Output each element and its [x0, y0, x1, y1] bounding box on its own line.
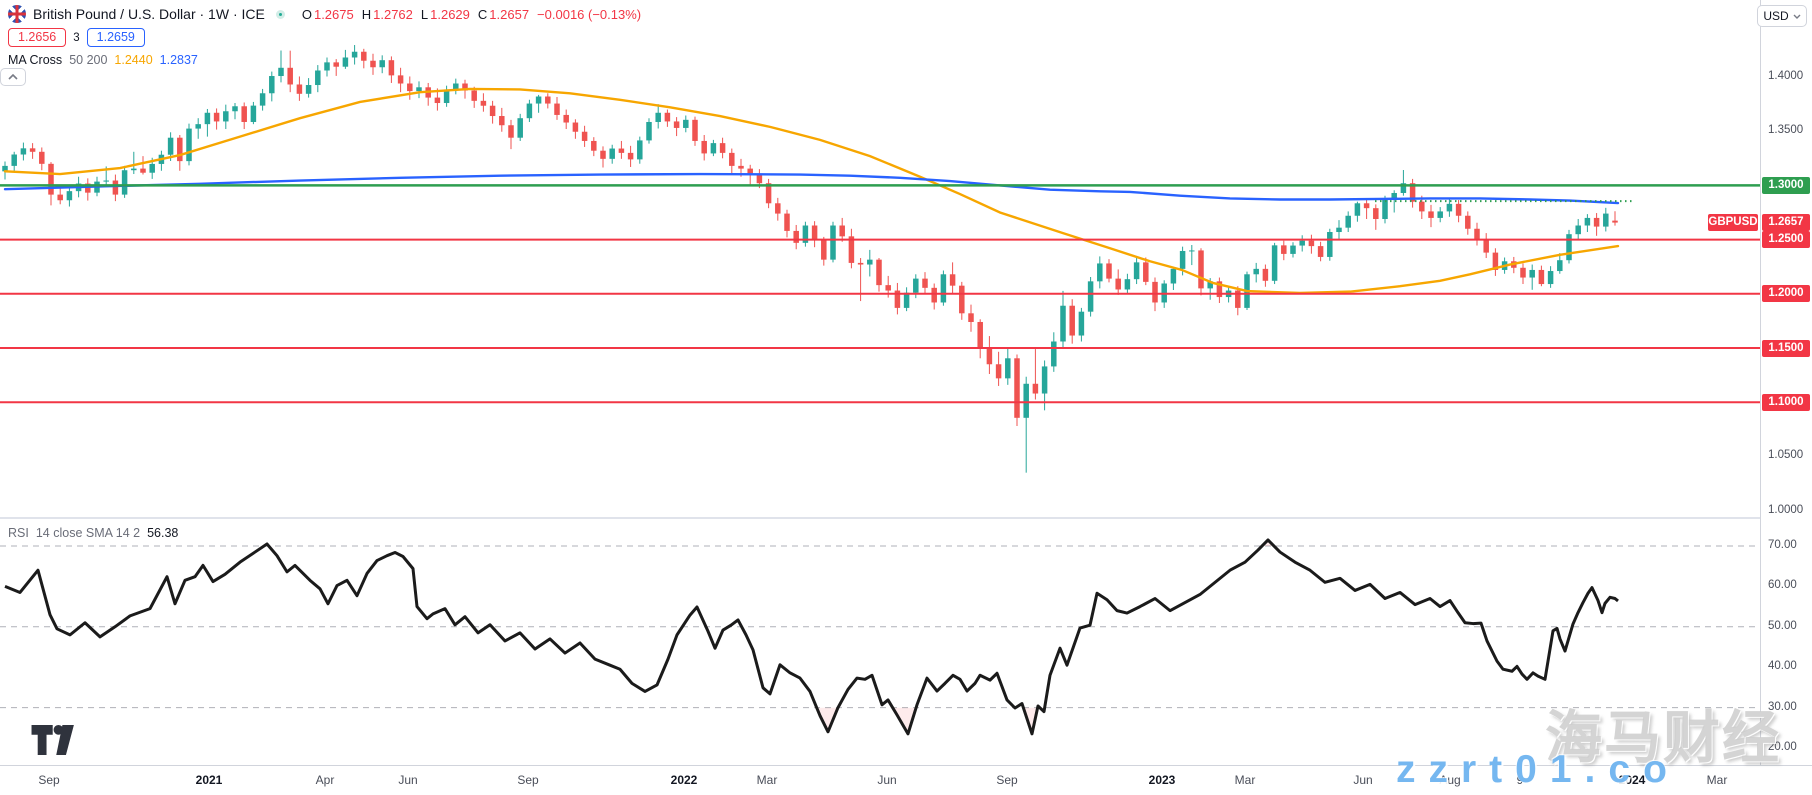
rsi-tick-label: 30.00	[1768, 700, 1797, 713]
rsi-tick-label: 50.00	[1768, 619, 1797, 632]
ma-cross-name: MA Cross	[8, 53, 63, 67]
chevron-down-icon	[1793, 14, 1801, 19]
time-axis-label: 9	[1516, 773, 1524, 787]
chevron-up-icon	[8, 74, 18, 80]
high-value: 1.2762	[373, 6, 413, 22]
time-axis-label: Jun	[877, 773, 897, 787]
rsi-tick-label: 40.00	[1768, 660, 1797, 673]
close-key: C	[477, 6, 488, 22]
time-axis-label: 2021	[195, 773, 223, 787]
price-tick-label: 1.3500	[1768, 124, 1804, 137]
market-status-icon[interactable]	[275, 9, 285, 19]
rsi-gridlines	[0, 545, 1760, 709]
rsi-legend[interactable]: RSI 14 close SMA 14 2 56.38	[8, 526, 178, 540]
price-label-chip: 1.2657	[1762, 214, 1810, 232]
gbp-flag-icon	[8, 5, 26, 23]
collapse-indicators-button[interactable]	[0, 68, 26, 86]
ma200-value: 1.2837	[159, 53, 198, 67]
open-key: O	[301, 6, 312, 22]
time-axis-label: Aug	[1439, 773, 1461, 787]
ma200-line	[3, 172, 1620, 205]
spread-value: 3	[73, 31, 80, 44]
price-axis[interactable]: 1.4000 1.3500 1.0500 1.0000 70.00 60.00 50.00 4…	[1760, 0, 1812, 765]
ma50-line	[3, 87, 1620, 295]
price-label-chip: 1.2000	[1762, 285, 1810, 303]
pane-divider[interactable]	[0, 517, 1812, 519]
price-label-chip: 1.3000	[1762, 176, 1810, 194]
price-tick-label: 1.0500	[1768, 449, 1804, 462]
candles-series	[2, 45, 1618, 473]
currency-unit-label: USD	[1763, 9, 1789, 23]
price-tick-label: 1.0000	[1768, 503, 1804, 516]
currency-unit-dropdown[interactable]: USD	[1757, 5, 1807, 27]
ma-cross-legend[interactable]: MA Cross 50 200 1.2440 1.2837	[8, 53, 641, 67]
time-axis-label: 2023	[1148, 773, 1176, 787]
rsi-tick-label: 70.00	[1768, 539, 1797, 551]
time-axis-label: Sep	[996, 773, 1018, 787]
ohlc-values: O 1.2675 H 1.2762 L 1.2629 C 1.2657 −0.0016 …	[302, 7, 641, 22]
rsi-tick-label: 20.00	[1768, 741, 1797, 753]
ma-cross-params: 50 200	[69, 53, 108, 67]
time-axis-label: Mar	[756, 773, 778, 787]
close-value: 1.2657	[489, 6, 530, 22]
time-axis-label: 2024	[1618, 773, 1646, 787]
time-axis-label: Sep	[38, 773, 60, 787]
time-axis-label: Apr	[315, 773, 335, 787]
rsi-name: RSI	[8, 526, 29, 540]
time-axis-label: Jun	[1353, 773, 1373, 787]
price-label-chip: 1.1500	[1762, 339, 1810, 357]
ma50-value: 1.2440	[114, 53, 153, 67]
time-axis-label: Jun	[398, 773, 418, 787]
rsi-band-fills	[5, 539, 1618, 734]
rsi-line	[4, 538, 1619, 736]
price-label-chip: 1.2500	[1762, 231, 1810, 249]
watermark-site-url: zzrt01.co	[1396, 748, 1680, 791]
open-value: 1.2675	[313, 6, 354, 22]
high-key: H	[361, 6, 372, 22]
low-key: L	[420, 6, 429, 22]
symbol-title[interactable]: British Pound / U.S. Dollar · 1W · ICE	[33, 6, 265, 22]
change-value: −0.0016 (−0.13%)	[537, 6, 642, 22]
rsi-tick-label: 60.00	[1768, 579, 1797, 592]
rsi-value: 56.38	[147, 526, 179, 540]
time-axis-label: Mar	[1234, 773, 1256, 787]
time-axis-label: 2022	[670, 773, 698, 787]
tradingview-logo-icon[interactable]	[26, 725, 90, 760]
rsi-params: 14 close SMA 14 2	[35, 526, 141, 540]
buy-price-button[interactable]: 1.2659	[86, 28, 145, 47]
sell-price-button[interactable]: 1.2656	[8, 28, 67, 47]
price-tick-label: 1.4000	[1768, 70, 1804, 82]
time-axis-label: Sep	[517, 773, 539, 787]
level-lines	[0, 184, 1760, 404]
watermark-site-name: 海马财经	[1545, 705, 1781, 771]
price-chart-canvas[interactable]	[0, 0, 1760, 765]
low-value: 1.2629	[430, 6, 470, 22]
time-axis-label: Mar	[1706, 773, 1728, 787]
price-label-chip: 1.1000	[1762, 393, 1810, 411]
time-axis[interactable]: Sep 2021 Apr Jun Sep 2022 Mar Jun Sep 2023 Mar Jun A…	[0, 765, 1812, 795]
chart-legend: British Pound / U.S. Dollar · 1W · ICE O…	[8, 4, 641, 67]
symbol-price-chip: GBPUSD	[1708, 214, 1758, 231]
